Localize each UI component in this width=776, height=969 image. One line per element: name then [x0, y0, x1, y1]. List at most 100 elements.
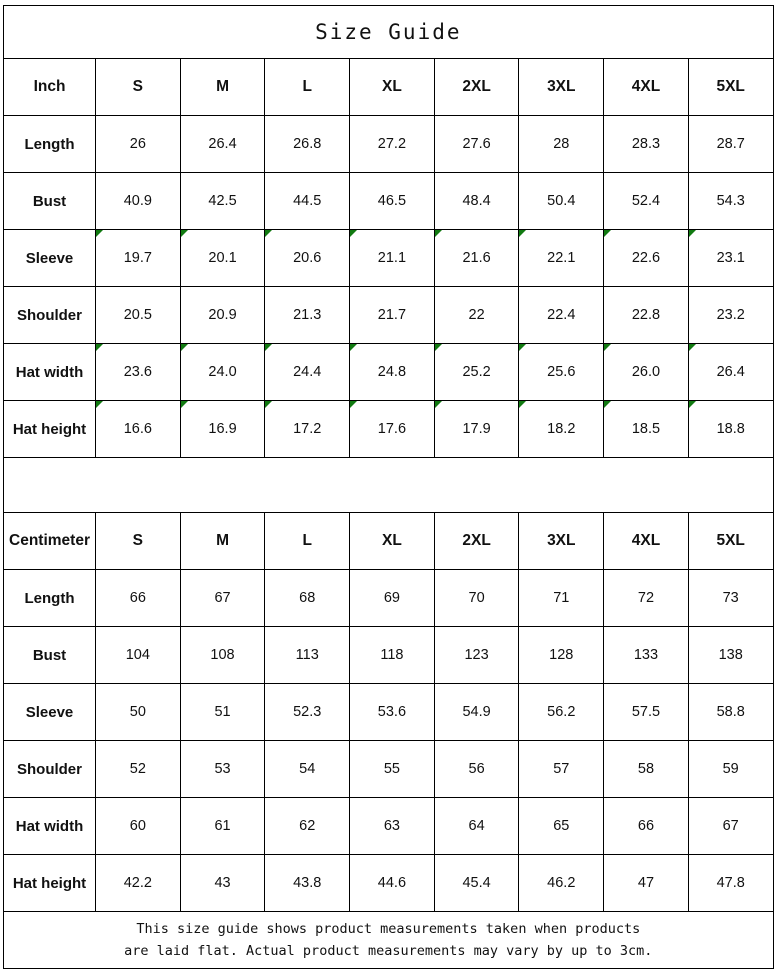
inch-size-header-xl: XL — [349, 58, 435, 116]
inch-cell: 26.0 — [603, 343, 689, 401]
title-row: Size Guide — [3, 5, 774, 59]
inch-cell: 44.5 — [264, 172, 351, 230]
table-row: Bust 104 108 113 118 123 128 133 138 — [3, 626, 774, 684]
cm-size-header-5xl: 5XL — [687, 512, 774, 570]
cm-cell: 68 — [264, 569, 351, 627]
cm-cell: 64 — [433, 797, 520, 855]
table-row: Sleeve 50 51 52.3 53.6 54.9 56.2 57.5 58.8 — [3, 683, 774, 741]
inch-cell: 18.2 — [518, 400, 605, 458]
cm-cell: 50 — [95, 683, 181, 741]
inch-cell: 27.2 — [349, 115, 435, 173]
inch-cell: 17.6 — [349, 400, 435, 458]
cm-size-header-s: S — [95, 512, 181, 570]
cm-size-header-2xl: 2XL — [433, 512, 520, 570]
cm-row-label: Length — [3, 569, 96, 627]
table-row: Hat width 60 61 62 63 64 65 66 67 — [3, 797, 774, 855]
inch-size-header-m: M — [179, 58, 266, 116]
cm-row-label: Shoulder — [3, 740, 96, 798]
inch-cell: 46.5 — [349, 172, 435, 230]
inch-cell: 23.1 — [687, 229, 774, 287]
cm-cell: 71 — [518, 569, 605, 627]
table-row: Hat height 42.2 43 43.8 44.6 45.4 46.2 47 47.8 — [3, 854, 774, 912]
inch-row-label: Hat width — [3, 343, 96, 401]
inch-size-header-5xl: 5XL — [687, 58, 774, 116]
cm-cell: 54.9 — [433, 683, 520, 741]
cm-header-row: Centimeter S M L XL 2XL 3XL 4XL 5XL — [3, 512, 774, 570]
inch-cell: 52.4 — [603, 172, 689, 230]
cm-cell: 66 — [95, 569, 181, 627]
cm-cell: 59 — [687, 740, 774, 798]
cm-cell: 44.6 — [349, 854, 435, 912]
inch-size-header-2xl: 2XL — [433, 58, 520, 116]
inch-cell: 19.7 — [95, 229, 181, 287]
footer-note-line-1: This size guide shows product measuremen… — [136, 921, 641, 937]
table-row: Length 66 67 68 69 70 71 72 73 — [3, 569, 774, 627]
cm-cell: 58.8 — [687, 683, 774, 741]
inch-row-label: Length — [3, 115, 96, 173]
cm-cell: 133 — [603, 626, 689, 684]
cm-cell: 47 — [603, 854, 689, 912]
inch-cell: 16.9 — [179, 400, 266, 458]
inch-cell: 24.4 — [264, 343, 351, 401]
cm-size-header-4xl: 4XL — [603, 512, 689, 570]
cm-cell: 62 — [264, 797, 351, 855]
table-row: Length 26 26.4 26.8 27.2 27.6 28 28.3 28.7 — [3, 115, 774, 173]
inch-cell: 18.8 — [687, 400, 774, 458]
inch-row-label: Bust — [3, 172, 96, 230]
cm-cell: 47.8 — [687, 854, 774, 912]
cm-cell: 72 — [603, 569, 689, 627]
inch-unit-label: Inch — [3, 58, 96, 116]
inch-cell: 20.5 — [95, 286, 181, 344]
inch-cell: 23.6 — [95, 343, 181, 401]
table-spacer-row — [3, 457, 774, 513]
cm-cell: 73 — [687, 569, 774, 627]
cm-cell: 52.3 — [264, 683, 351, 741]
cm-cell: 46.2 — [518, 854, 605, 912]
inch-cell: 26 — [95, 115, 181, 173]
cm-row-label: Hat height — [3, 854, 96, 912]
cm-size-header-m: M — [179, 512, 266, 570]
inch-row-label: Shoulder — [3, 286, 96, 344]
inch-cell: 23.2 — [687, 286, 774, 344]
inch-cell: 48.4 — [433, 172, 520, 230]
cm-row-label: Hat width — [3, 797, 96, 855]
size-guide-sheet: Size Guide Inch S M L XL 2XL 3XL 4XL 5XL Length 26… — [3, 5, 774, 969]
cm-cell: 61 — [179, 797, 266, 855]
cm-cell: 53.6 — [349, 683, 435, 741]
cm-cell: 67 — [179, 569, 266, 627]
inch-size-header-4xl: 4XL — [603, 58, 689, 116]
inch-cell: 22 — [433, 286, 520, 344]
size-guide-body: Size Guide Inch S M L XL 2XL 3XL 4XL 5XL Length 26… — [3, 5, 774, 969]
inch-cell: 28.3 — [603, 115, 689, 173]
cm-cell: 118 — [349, 626, 435, 684]
cm-cell: 52 — [95, 740, 181, 798]
inch-cell: 26.8 — [264, 115, 351, 173]
inch-cell: 22.8 — [603, 286, 689, 344]
inch-cell: 20.6 — [264, 229, 351, 287]
inch-cell: 20.1 — [179, 229, 266, 287]
inch-row-label: Sleeve — [3, 229, 96, 287]
inch-cell: 25.2 — [433, 343, 520, 401]
footer-note-line-2: are laid flat. Actual product measuremen… — [124, 943, 653, 959]
cm-cell: 43.8 — [264, 854, 351, 912]
cm-cell: 57.5 — [603, 683, 689, 741]
cm-cell: 63 — [349, 797, 435, 855]
cm-cell: 66 — [603, 797, 689, 855]
inch-cell: 28 — [518, 115, 605, 173]
cm-cell: 55 — [349, 740, 435, 798]
cm-cell: 54 — [264, 740, 351, 798]
table-row: Shoulder 20.5 20.9 21.3 21.7 22 22.4 22.8 23.2 — [3, 286, 774, 344]
cm-unit-label: Centimeter — [3, 512, 96, 570]
table-spacer-cell — [3, 457, 774, 513]
page-title: Size Guide — [3, 5, 774, 59]
table-row: Shoulder 52 53 54 55 56 57 58 59 — [3, 740, 774, 798]
cm-row-label: Bust — [3, 626, 96, 684]
inch-cell: 21.7 — [349, 286, 435, 344]
inch-row-label: Hat height — [3, 400, 96, 458]
inch-cell: 26.4 — [179, 115, 266, 173]
inch-cell: 26.4 — [687, 343, 774, 401]
table-row: Hat height 16.6 16.9 17.2 17.6 17.9 18.2 18.5 18… — [3, 400, 774, 458]
inch-size-header-3xl: 3XL — [518, 58, 605, 116]
inch-cell: 42.5 — [179, 172, 266, 230]
footer-note: This size guide shows product measuremen… — [3, 911, 774, 969]
